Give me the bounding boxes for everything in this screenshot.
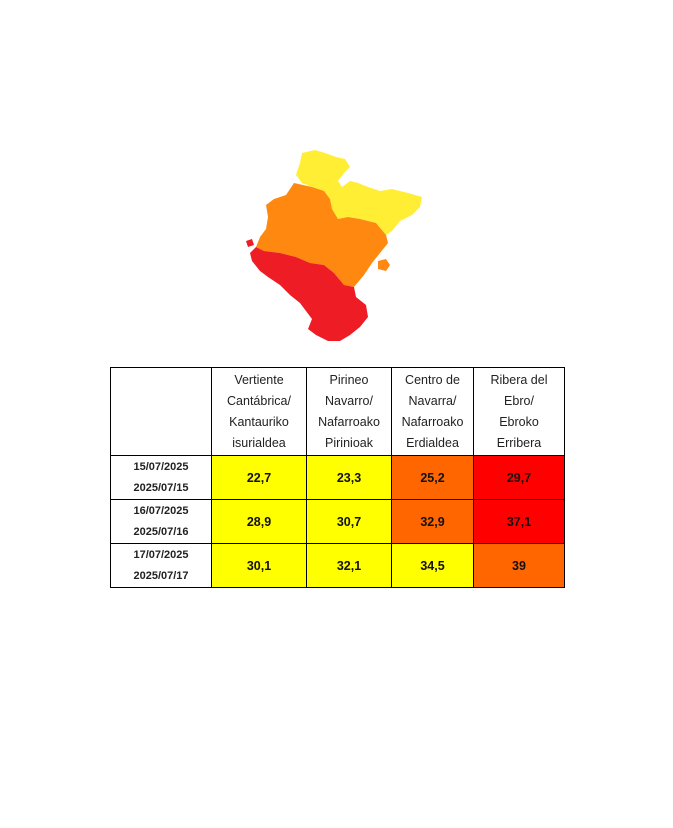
value-cell: 37,1 xyxy=(473,499,565,544)
value-cell: 30,7 xyxy=(306,499,392,544)
value-cell: 25,2 xyxy=(391,455,474,500)
value-cell: 30,1 xyxy=(211,543,307,588)
value-cell: 32,9 xyxy=(391,499,474,544)
map-region-exclave xyxy=(378,259,390,271)
map-region-exclave-sw xyxy=(246,239,254,247)
date-cell: 15/07/2025 2025/07/15 xyxy=(110,455,212,500)
date-cell: 17/07/2025 2025/07/17 xyxy=(110,543,212,588)
header-centro-navarra: Centro de Navarra/ Nafarroako Erdialdea xyxy=(391,367,474,456)
table-row: 16/07/2025 2025/07/16 28,9 30,7 32,9 37,… xyxy=(110,499,565,544)
value-cell: 29,7 xyxy=(473,455,565,500)
header-ribera-ebro: Ribera del Ebro/ Ebroko Erribera xyxy=(473,367,565,456)
value-cell: 32,1 xyxy=(306,543,392,588)
navarra-regions-map xyxy=(246,150,422,341)
value-cell: 34,5 xyxy=(391,543,474,588)
header-row: Vertiente Cantábrica/ Kantauriko isurial… xyxy=(110,367,565,456)
temperature-table: Vertiente Cantábrica/ Kantauriko isurial… xyxy=(110,367,565,588)
table-row: 15/07/2025 2025/07/15 22,7 23,3 25,2 29,… xyxy=(110,455,565,500)
value-cell: 23,3 xyxy=(306,455,392,500)
header-vertiente-cantabrica: Vertiente Cantábrica/ Kantauriko isurial… xyxy=(211,367,307,456)
map-region-ribera xyxy=(250,247,368,341)
date-cell: 16/07/2025 2025/07/16 xyxy=(110,499,212,544)
value-cell: 22,7 xyxy=(211,455,307,500)
map-region-pirineo xyxy=(296,150,422,235)
value-cell: 28,9 xyxy=(211,499,307,544)
header-pirineo-navarro: Pirineo Navarro/ Nafarroako Pirinioak xyxy=(306,367,392,456)
table-row: 17/07/2025 2025/07/17 30,1 32,1 34,5 39 xyxy=(110,543,565,588)
value-cell: 39 xyxy=(473,543,565,588)
header-empty-cell xyxy=(110,367,212,456)
map-region-cantabrica-centro xyxy=(256,183,388,287)
